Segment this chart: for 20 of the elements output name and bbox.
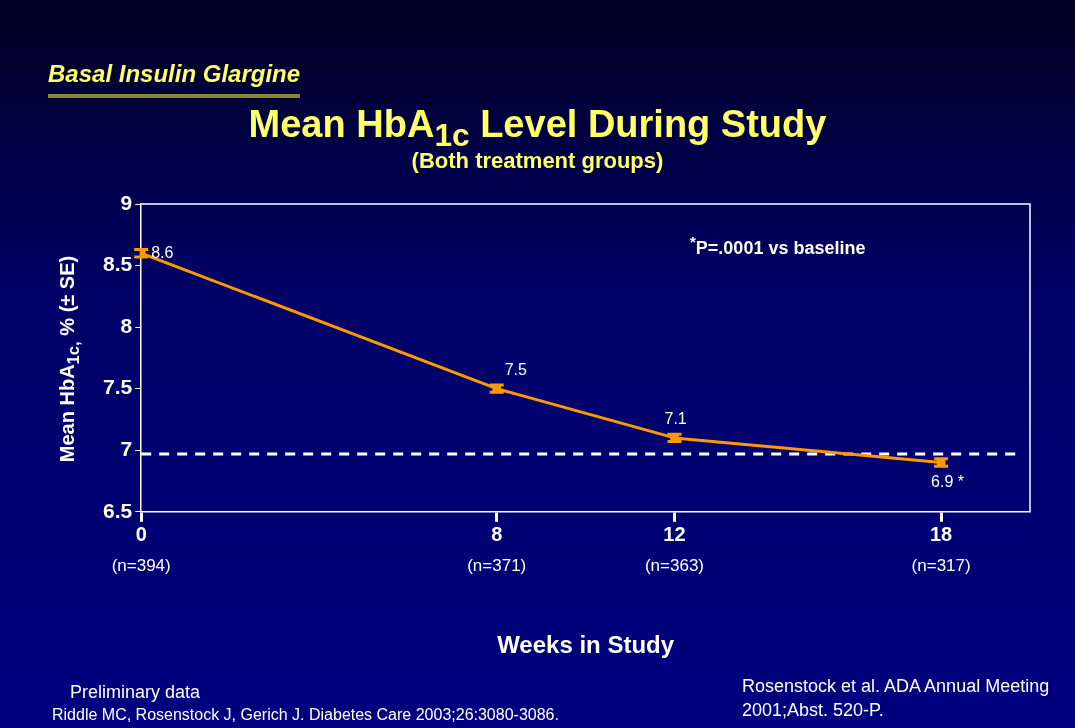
- y-tick-label: 7: [120, 437, 133, 461]
- text: Basal Insulin Glargine: [48, 60, 301, 98]
- x-axis-title: Weeks in Study: [497, 631, 675, 659]
- x-tick-label: 0: [135, 523, 147, 546]
- x-tick-label: 18: [929, 523, 953, 546]
- text: (n=394): [111, 555, 171, 575]
- y-tick-label: 8.5: [102, 252, 133, 276]
- y-tick-label: 9: [120, 190, 133, 214]
- text: Rosenstock et al. ADA Annual Meeting 2001;Abst. 520-P.: [742, 675, 1051, 722]
- y-tick-label: 6.5: [102, 498, 133, 522]
- text: Preliminary data: [70, 682, 201, 703]
- x-tick-label: 12: [663, 523, 686, 546]
- text: (n=371): [467, 555, 527, 575]
- y-tick-label: 7.5: [102, 375, 133, 399]
- x-tick-label: 8: [491, 523, 503, 546]
- text: (n=317): [911, 555, 971, 575]
- data-label: 6.9 *: [931, 472, 965, 490]
- text: Riddle MC, Rosenstock J, Gerich J. Diabetes Care 2003;26:3080-3086.: [52, 706, 559, 724]
- y-tick-label: 8: [120, 313, 133, 337]
- text: (n=363): [644, 555, 705, 575]
